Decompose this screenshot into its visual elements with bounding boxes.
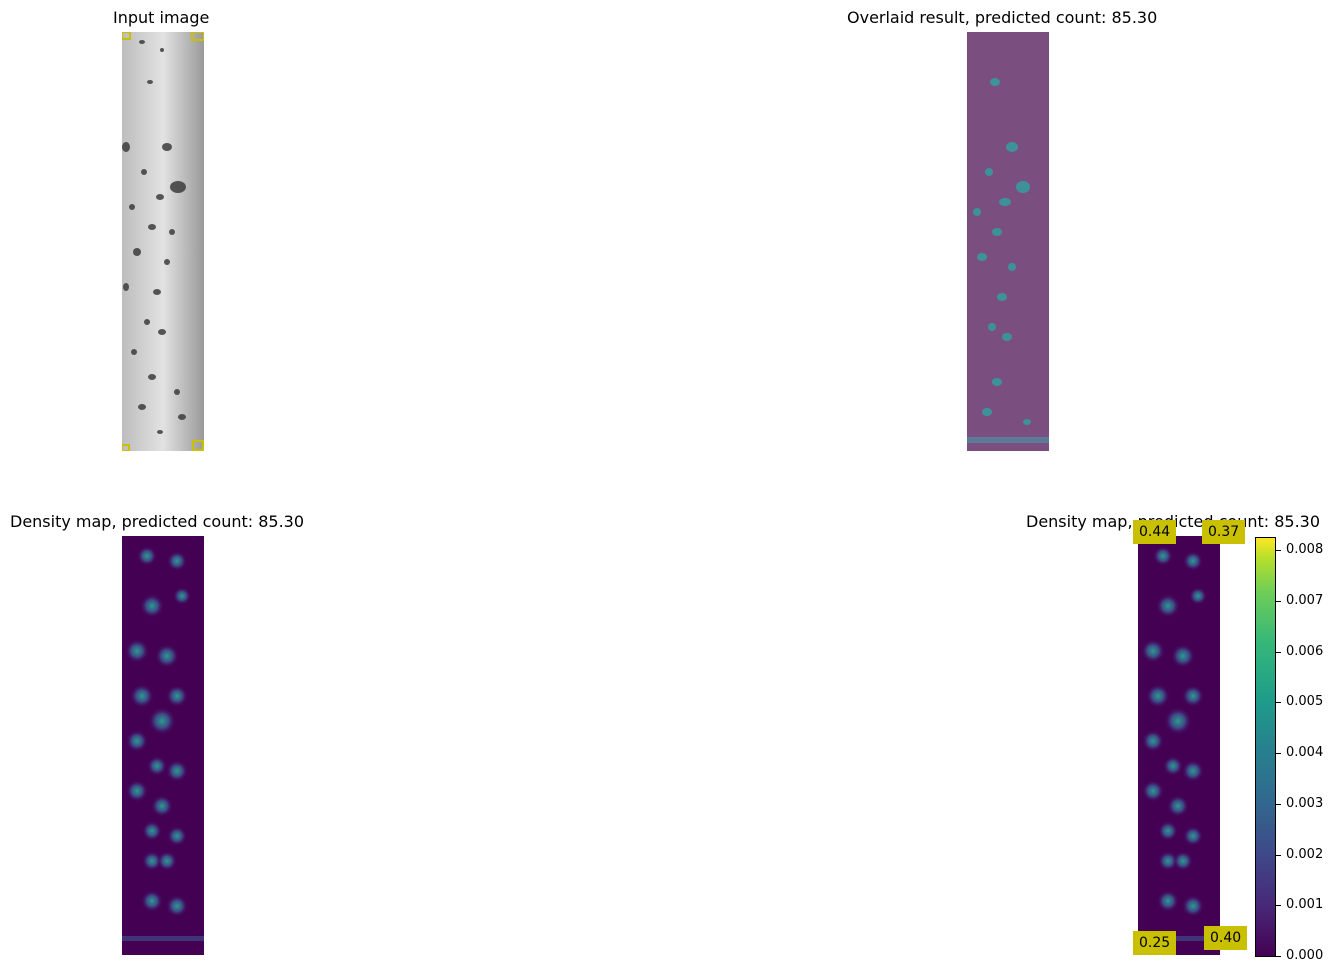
colorbar-tick-mark — [1276, 854, 1281, 856]
colorbar-tick-label: 0.005 — [1286, 694, 1324, 710]
colorbar-tick-label: 0.008 — [1286, 542, 1324, 557]
colorbar-tick-mark — [1276, 651, 1281, 653]
colorbar-tick-label: 0.000 — [1286, 948, 1324, 963]
colorbar-tick-mark — [1276, 753, 1281, 754]
colorbar-tick-mark — [1276, 803, 1281, 805]
colorbar-tick-label: 0.007 — [1286, 592, 1324, 608]
density-map-annotated-image — [1138, 536, 1220, 955]
overlay-result-title: Overlaid result, predicted count: 85.30 — [847, 8, 1158, 27]
colorbar-tick-mark — [1276, 550, 1281, 551]
colorbar-tick-label: 0.003 — [1286, 795, 1324, 811]
colorbar-tick-label: 0.001 — [1286, 897, 1324, 913]
score-label-bottom-right: 0.40 — [1204, 926, 1248, 950]
colorbar — [1255, 537, 1276, 957]
colorbar-tick-label: 0.004 — [1286, 745, 1324, 760]
input-image — [122, 32, 204, 451]
colorbar-tick-mark — [1276, 905, 1281, 907]
colorbar-tick-mark — [1276, 600, 1281, 602]
overlay-result-image — [967, 32, 1049, 451]
density-map-title: Density map, predicted count: 85.30 — [10, 512, 305, 531]
density-map-image — [122, 536, 204, 955]
colorbar-tick-label: 0.002 — [1286, 846, 1324, 862]
colorbar-tick-label: 0.006 — [1286, 643, 1324, 659]
colorbar-tick-mark — [1276, 956, 1281, 957]
overlay-result-graphic — [967, 32, 1049, 451]
density-map-graphic — [122, 536, 204, 955]
score-label-top-right: 0.37 — [1202, 520, 1246, 544]
density-map-annotated-graphic — [1138, 536, 1220, 955]
input-image-graphic — [122, 32, 204, 451]
input-image-title: Input image — [113, 8, 210, 27]
score-label-top-left: 0.44 — [1133, 520, 1177, 544]
colorbar-tick-mark — [1276, 702, 1281, 704]
score-label-bottom-left: 0.25 — [1133, 931, 1177, 955]
